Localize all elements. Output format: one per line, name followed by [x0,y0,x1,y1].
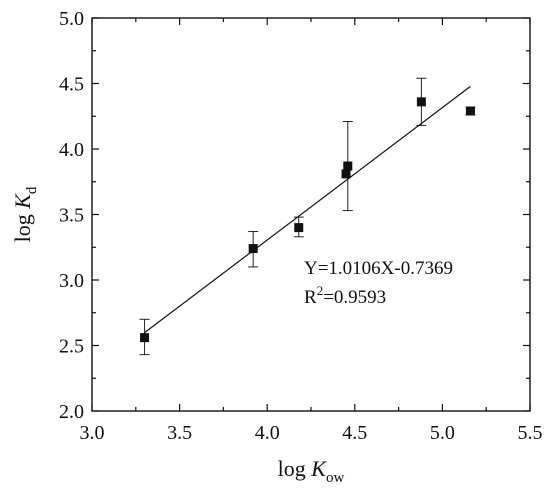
x-tick-label: 4.0 [255,422,280,444]
y-tick-label: 2.0 [59,401,84,423]
x-axis-label: log Kow [278,456,345,486]
data-point-marker [343,161,353,171]
x-tick-label: 3.0 [80,422,105,444]
data-point-marker [248,244,258,254]
x-tick-label: 5.0 [430,422,455,444]
error-bars [139,77,476,356]
data-point-marker [140,333,150,343]
regression-line-group [144,85,471,334]
x-axis-label-subscript: ow [326,470,345,486]
regression-line [144,85,471,334]
y-axis-label: log Kd [10,186,40,242]
x-tick-label: 5.5 [518,422,543,444]
plot-area [91,17,531,412]
data-point-marker [341,169,351,179]
plot-frame [91,17,531,412]
y-tick-label: 3.0 [59,270,84,292]
y-tick-label: 4.0 [59,139,84,161]
x-axis: 3.0 3.5 4.0 4.5 5.0 5.5 [80,18,543,444]
x-tick-label: 3.5 [167,422,192,444]
y-tick-label: 4.5 [59,74,84,96]
x-tick-label: 4.5 [342,422,367,444]
data-point-marker [294,223,304,233]
r-squared-value: R2=0.9593 [304,283,386,308]
y-tick-label: 2.5 [59,336,84,358]
y-tick-label: 3.5 [59,205,84,227]
y-axis: 2.0 2.5 3.0 3.5 4.0 4.5 5.0 [59,8,530,423]
data-point-marker [416,97,426,107]
data-point-marker [465,106,475,116]
y-axis-label-subscript: d [24,186,40,194]
data-points [140,97,475,343]
regression-equation: Y=1.0106X-0.7369 [304,258,453,279]
y-tick-label: 5.0 [59,8,84,30]
